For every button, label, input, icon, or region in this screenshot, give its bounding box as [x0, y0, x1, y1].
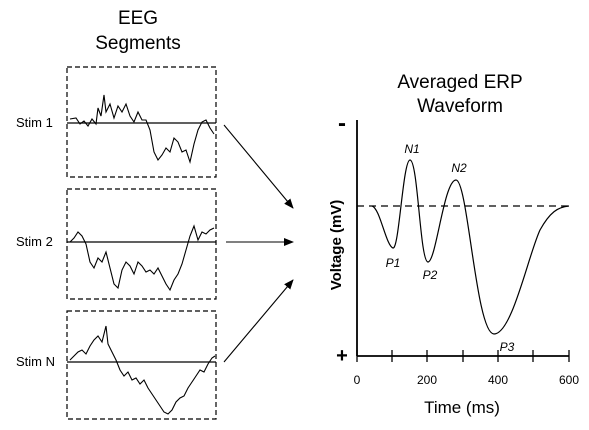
segment-2-trace: [69, 224, 215, 292]
peak-label-p1: P1: [386, 256, 401, 270]
peak-label-p3: P3: [500, 340, 515, 354]
arrow-from-stim-1: [223, 124, 294, 209]
segment-2-box: [66, 188, 217, 300]
segment-1-label: Stim 1: [16, 115, 53, 130]
arrow-from-stim-n: [223, 279, 294, 363]
x-tick-label-600: 600: [559, 373, 579, 387]
y-axis-positive-sign: +: [336, 345, 348, 367]
segment-2-label: Stim 2: [16, 234, 53, 249]
erp-title-line2: Waveform: [417, 96, 503, 117]
segment-n-label: Stim N: [16, 354, 55, 369]
x-axis-label: Time (ms): [424, 398, 500, 417]
peak-label-n1: N1: [404, 142, 419, 156]
y-axis-negative-sign: -: [338, 110, 346, 137]
x-tick-label-200: 200: [417, 373, 437, 387]
erp-waveform: [371, 159, 570, 335]
segment-1-trace: [69, 94, 215, 165]
segment-n-box: [66, 310, 217, 420]
eeg-segment-n: Stim N: [16, 310, 217, 420]
eeg-segment-1: Stim 1: [16, 66, 217, 178]
eeg-title-line1: EEG: [118, 8, 158, 29]
erp-plot: - + Voltage (mV) 0 200 400 600 Time (ms)…: [328, 110, 579, 417]
eeg-title-line2: Segments: [95, 33, 181, 54]
erp-title-line1: Averaged ERP: [397, 72, 522, 93]
peak-label-p2: P2: [423, 268, 438, 282]
peak-label-n2: N2: [451, 161, 467, 175]
x-tick-label-0: 0: [354, 373, 361, 387]
y-axis-label: Voltage (mV): [328, 200, 345, 291]
x-axis-ticks: [356, 350, 570, 362]
eeg-segment-2: Stim 2: [16, 188, 217, 300]
segment-n-trace: [69, 325, 216, 415]
x-tick-label-400: 400: [488, 373, 508, 387]
segment-1-box: [66, 66, 217, 178]
